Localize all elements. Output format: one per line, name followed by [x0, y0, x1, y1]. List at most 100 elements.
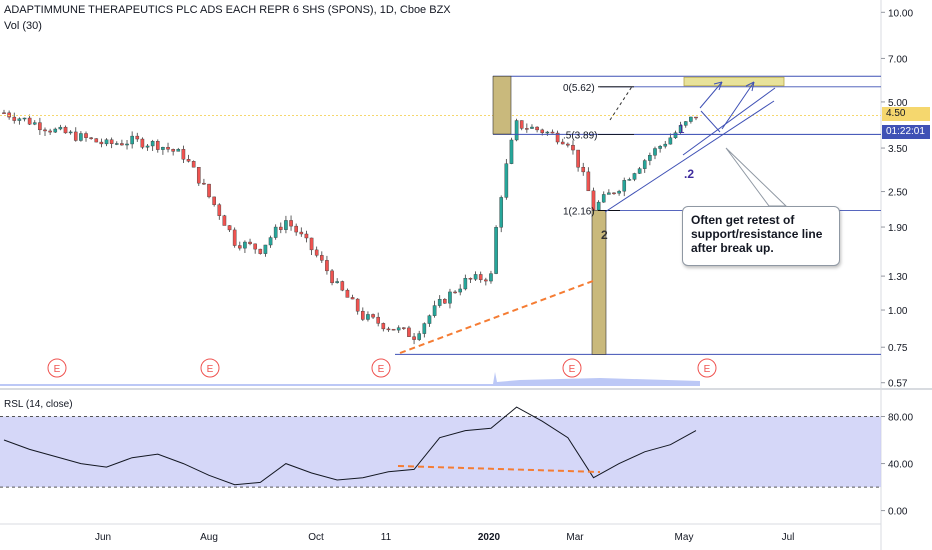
candle-body	[637, 168, 642, 174]
candle-body	[381, 323, 386, 330]
wave-label: .2	[684, 167, 694, 181]
candle-body	[212, 196, 216, 205]
price-axis-label: 1.90	[888, 223, 908, 234]
candle-body	[478, 274, 483, 281]
candle-body	[627, 179, 632, 181]
candle-body	[114, 143, 119, 145]
time-axis-label: Jul	[782, 532, 795, 543]
candle-body	[663, 143, 668, 147]
candle-body	[68, 131, 73, 134]
candle-body	[43, 129, 47, 132]
candle-body	[289, 220, 293, 227]
candle-body	[484, 279, 488, 282]
candle-body	[371, 314, 375, 318]
candle-body	[94, 138, 99, 143]
candle-body	[166, 146, 170, 150]
price-divergence-line	[399, 280, 594, 354]
candle-body	[412, 336, 416, 340]
countdown-tag: 01:22:01	[882, 125, 930, 139]
candle-body	[284, 220, 288, 230]
chart-title: ADAPTIMMUNE THERAPEUTICS PLC ADS EACH RE…	[4, 4, 451, 16]
earnings-marker	[697, 358, 717, 378]
candle-body	[489, 273, 493, 282]
candle-body	[196, 167, 201, 184]
candle-body	[2, 112, 6, 114]
fib-column-1	[492, 75, 512, 135]
candle-body	[673, 132, 678, 139]
rsl-divergence-line	[397, 465, 601, 473]
earnings-marker-label: E	[54, 364, 61, 375]
candle-body	[463, 278, 468, 290]
candle-body	[340, 281, 345, 291]
rsl-axis-label: 40.00	[888, 460, 913, 471]
target-arrow	[721, 81, 755, 130]
candle-body	[689, 116, 693, 122]
candle-body	[607, 192, 611, 195]
rsl-line	[3, 406, 697, 486]
candle-body	[653, 148, 657, 156]
candle-body	[243, 241, 247, 249]
candle-body	[591, 190, 596, 211]
candle-body	[268, 237, 273, 246]
candle-body	[73, 131, 78, 141]
indicator-label: RSL (14, close)	[4, 399, 73, 410]
time-axis-label: 11	[381, 532, 392, 543]
candle-body	[468, 278, 473, 280]
candle-body	[617, 190, 621, 194]
candle-body	[555, 132, 560, 143]
candle-body	[176, 149, 181, 152]
candle-body	[648, 155, 652, 161]
candle-body	[596, 201, 601, 211]
candle-body	[7, 112, 11, 118]
candle-body	[79, 133, 83, 141]
arrow-head	[745, 81, 755, 87]
candle-body	[63, 126, 68, 134]
candle-body	[386, 328, 391, 331]
candle-body	[58, 126, 63, 130]
candle-body	[632, 173, 637, 180]
candle-body	[581, 167, 586, 173]
fib-label: .5(3.89)	[563, 130, 597, 141]
candle-body	[432, 305, 437, 316]
candle-body	[396, 327, 401, 331]
rsl-axis-label: 80.00	[888, 413, 913, 424]
time-axis-label: May	[675, 532, 694, 543]
candle-body	[161, 146, 165, 150]
candle-body	[89, 137, 93, 139]
retest-line	[700, 110, 721, 133]
candle-body	[202, 182, 206, 185]
candle-body	[443, 298, 447, 304]
candle-body	[294, 225, 298, 233]
price-axis-label: 0.57	[888, 379, 908, 390]
candle-body	[519, 120, 524, 129]
breakout-arrow	[699, 81, 723, 109]
candle-body	[540, 129, 545, 133]
candle-body	[104, 139, 109, 145]
candle-body	[222, 215, 227, 226]
candle-body	[571, 144, 575, 151]
candle-body	[207, 183, 211, 198]
arrow-head	[713, 81, 723, 85]
time-axis-label: Jun	[95, 532, 111, 543]
candle-body	[150, 141, 155, 147]
candle-body	[601, 194, 606, 203]
earnings-marker	[562, 358, 582, 378]
candle-body	[448, 291, 452, 304]
candle-body	[258, 248, 263, 254]
candle-body	[181, 149, 186, 160]
price-axis-label: 7.00	[888, 54, 908, 65]
candle-body	[509, 139, 514, 164]
candle-body	[642, 160, 647, 169]
earnings-marker	[200, 358, 220, 378]
time-axis-label: Aug	[200, 532, 218, 543]
candle-body	[309, 237, 314, 251]
candle-body	[366, 314, 370, 320]
candle-body	[355, 298, 360, 312]
candle-body	[140, 138, 145, 148]
candle-body	[678, 125, 683, 133]
candle-body	[458, 288, 463, 293]
candle-body	[550, 131, 555, 134]
time-axis-label: Mar	[566, 532, 584, 543]
annotation-callout[interactable]: Often get retest of support/resistance l…	[682, 206, 840, 266]
